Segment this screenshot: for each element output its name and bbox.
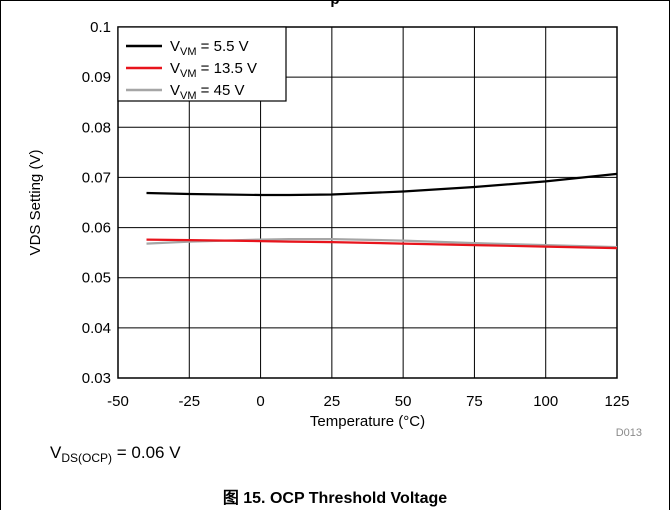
y-tick-label: 0.03 <box>82 370 111 387</box>
x-tick-label: 100 <box>533 393 558 410</box>
y-tick-label: 0.07 <box>82 169 111 186</box>
frame-left-border <box>0 0 1 510</box>
figure-id: D013 <box>616 427 642 439</box>
plot-area-frame <box>117 26 618 379</box>
frame-top-border <box>0 0 670 1</box>
clipped-top-title: p <box>0 0 670 8</box>
x-tick-label: 50 <box>395 393 412 410</box>
x-tick-label: 25 <box>324 393 341 410</box>
x-tick-label: 125 <box>604 393 629 410</box>
vds-ocp-note: VDS(OCP) = 0.06 V <box>50 443 181 465</box>
legend-label: VVM = 45 V <box>170 82 244 102</box>
x-tick-label: 0 <box>256 393 264 410</box>
y-tick-label: 0.06 <box>82 220 111 237</box>
x-tick-label: 75 <box>466 393 483 410</box>
legend-box <box>117 26 287 102</box>
series-line <box>146 172 618 197</box>
y-tick-label: 0.04 <box>82 320 111 337</box>
x-axis-label: Temperature (°C) <box>310 413 425 430</box>
legend-label: VVM = 5.5 V <box>170 38 249 58</box>
x-tick-label: -25 <box>178 393 200 410</box>
frame-right-border <box>669 0 670 510</box>
note-symbol: V <box>50 443 62 462</box>
series-line <box>146 238 618 250</box>
ocp-threshold-chart: -50 -25 0 25 50 75 100 125 0.03 0.04 0.05 0.06 0.07 0… <box>27 19 642 439</box>
x-tick-label: -50 <box>107 393 129 410</box>
series-lines <box>146 172 618 250</box>
legend-label: VVM = 13.5 V <box>170 60 257 80</box>
y-axis-label: VDS Setting (V) <box>27 150 44 256</box>
y-tick-label: 0.05 <box>82 270 111 287</box>
note-subscript: DS(OCP) <box>61 451 113 465</box>
y-tick-label: 0.09 <box>82 69 111 86</box>
y-tick-label: 0.08 <box>82 119 111 136</box>
note-value: = 0.06 V <box>112 443 181 462</box>
y-tick-label: 0.1 <box>90 19 111 36</box>
figure-caption: 图 15. OCP Threshold Voltage <box>222 490 448 507</box>
axis-ticks: -50 -25 0 25 50 75 100 125 0.03 0.04 0.05 0.06 0.07 0… <box>82 19 630 410</box>
